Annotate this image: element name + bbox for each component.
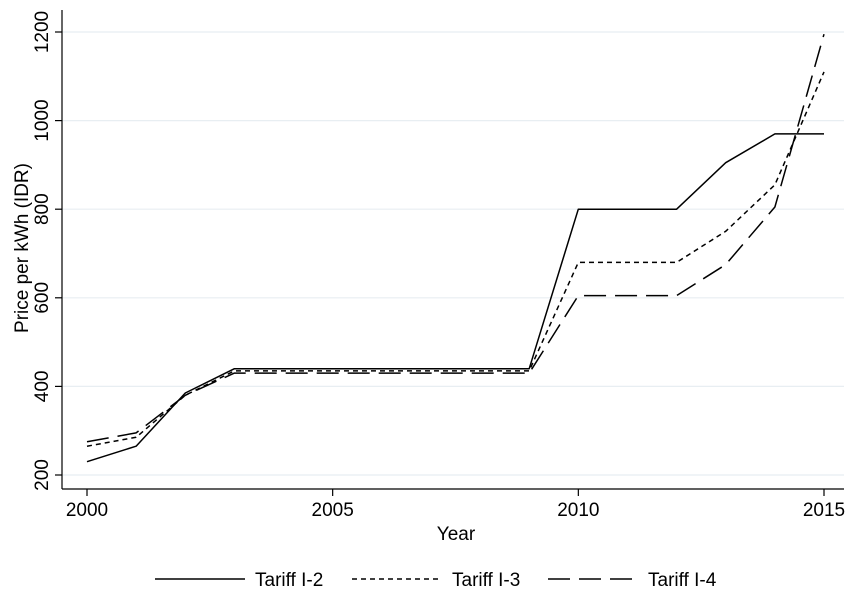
- legend-label-3: Tariff I-4: [648, 570, 717, 591]
- legend-label-2: Tariff I-3: [452, 570, 520, 591]
- y-ticks: 200 400 600 800 1000 1200: [32, 11, 62, 491]
- x-tick-label: 2005: [312, 500, 354, 521]
- y-axis-label: Price per kWh (IDR): [12, 163, 33, 333]
- series-line-3: [86, 33, 825, 443]
- x-axis-label: Year: [437, 524, 476, 545]
- y-tick-label: 600: [32, 282, 53, 314]
- axes: [61, 10, 844, 490]
- grid-lines: [62, 31, 844, 476]
- y-tick-label: 200: [32, 459, 53, 491]
- series-layer: [86, 33, 825, 463]
- y-tick-label: 1200: [32, 11, 53, 53]
- legend: Tariff I-2 Tariff I-3 Tariff I-4: [155, 570, 717, 591]
- legend-label-1: Tariff I-2: [255, 570, 323, 591]
- x-ticks: 2000 2005 2010 2015: [66, 489, 845, 521]
- series-line-1: [86, 133, 824, 463]
- y-tick-label: 400: [32, 371, 53, 403]
- y-tick-label: 800: [32, 193, 53, 225]
- x-tick-label: 2010: [557, 500, 599, 521]
- series-line-2: [86, 71, 825, 447]
- y-tick-label: 1000: [32, 99, 53, 141]
- x-tick-label: 2000: [66, 500, 108, 521]
- x-tick-label: 2015: [803, 500, 845, 521]
